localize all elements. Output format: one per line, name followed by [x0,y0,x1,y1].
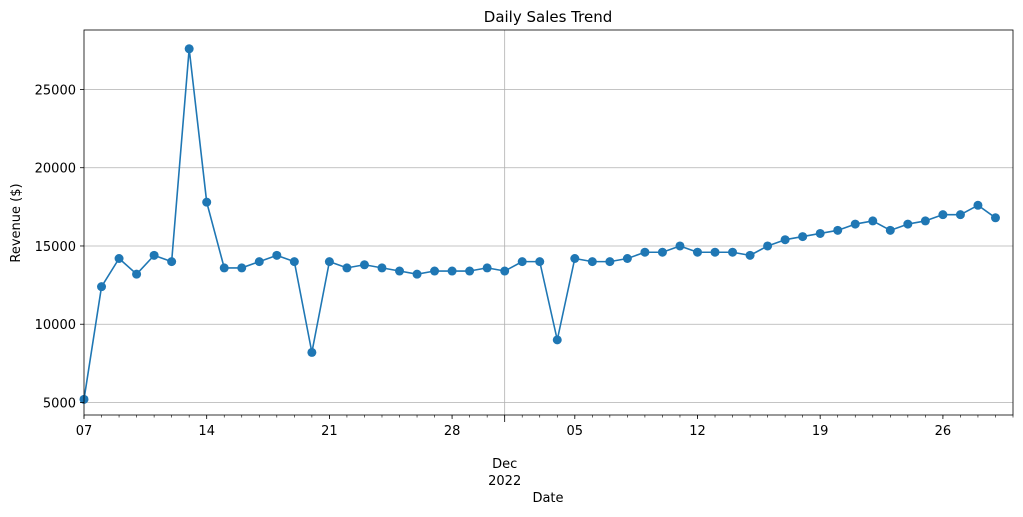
data-point [780,235,790,245]
data-point [798,232,808,242]
data-points [79,44,1000,404]
data-point [114,253,124,263]
data-point [395,266,405,276]
data-point [377,263,387,273]
data-point [640,247,650,257]
data-point [552,335,562,345]
data-point [745,250,755,260]
x-tick-label: 28 [444,424,461,439]
data-point [219,263,229,273]
y-tick-label: 25000 [35,83,76,98]
data-point [412,269,422,279]
data-point [990,213,1000,223]
data-point [535,257,545,267]
data-point [763,241,773,251]
x-tick-label: 21 [321,424,338,439]
data-point [132,269,142,279]
data-point [359,260,369,270]
data-point [184,44,194,54]
data-point [202,197,212,207]
x-major-tick-label-month: Dec [492,457,517,472]
x-tick-label: 19 [812,424,829,439]
data-point [500,266,510,276]
data-point [465,266,475,276]
data-point [97,282,107,292]
x-major-tick-label-year: 2022 [488,474,521,489]
data-point [237,263,247,273]
data-point [482,263,492,273]
y-axis-label: Revenue ($) [9,183,24,262]
data-point [149,250,159,260]
x-tick-label: 05 [567,424,584,439]
data-point [938,210,948,220]
data-point [272,250,282,260]
data-point [570,253,580,263]
data-point [955,210,965,220]
y-tick-label: 20000 [35,162,76,177]
data-point [289,257,299,267]
data-point [657,247,667,257]
data-point [167,257,177,267]
data-point [710,247,720,257]
data-point [307,347,317,357]
data-point [622,253,632,263]
data-point [430,266,440,276]
data-point [447,266,457,276]
data-point [605,257,615,267]
x-tick-label: 12 [689,424,706,439]
y-tick-label: 15000 [35,240,76,255]
data-point [833,225,843,235]
data-point [973,200,983,210]
data-point [815,228,825,238]
x-axis-ticks: 07 14 21 28 05 12 19 26 Dec 2022 [76,415,1014,489]
data-point [324,257,334,267]
data-point [517,257,527,267]
y-axis-ticks: 5000 10000 15000 20000 25000 [35,83,84,411]
data-point [587,257,597,267]
y-tick-label: 10000 [35,318,76,333]
chart-title: Daily Sales Trend [484,8,612,26]
grid-lines [84,30,1013,415]
data-point [342,263,352,273]
x-tick-label: 26 [935,424,952,439]
data-point [920,216,930,226]
x-axis-label: Date [532,491,563,506]
data-point [885,225,895,235]
data-point [692,247,702,257]
y-tick-label: 5000 [43,396,76,411]
data-point [254,257,264,267]
data-point [850,219,860,229]
x-tick-label: 07 [76,424,93,439]
data-point [675,241,685,251]
data-point [903,219,913,229]
plot-frame [83,29,1014,416]
data-point [728,247,738,257]
data-point [868,216,878,226]
x-tick-label: 14 [198,424,215,439]
